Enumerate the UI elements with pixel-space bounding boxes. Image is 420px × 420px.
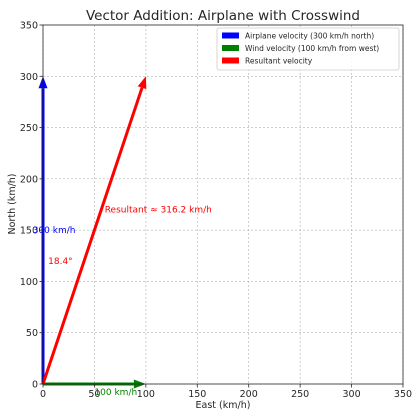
y-tick-label: 250 (20, 123, 38, 134)
legend-swatch (222, 32, 239, 39)
annotation-label: Resultant ≈ 316.2 km/h (105, 206, 212, 216)
legend: Airplane velocity (300 km/h north) Wind v… (216, 27, 400, 71)
annotation-label: 300 km/h (33, 226, 76, 236)
chart-title: Vector Addition: Airplane with Crosswind (86, 8, 360, 24)
plot-frame (42, 24, 404, 385)
x-tick-label: 250 (291, 389, 309, 400)
y-tick-label: 50 (26, 328, 38, 339)
axes: 0 50 100 150 200 250 300 350 0 50 100 150 200 250 300 3… (20, 21, 412, 401)
legend-swatch (222, 45, 239, 51)
legend-entry: Airplane velocity (300 km/h north) (245, 32, 374, 41)
resultant-velocity-vector (41, 76, 147, 385)
y-tick-label: 150 (20, 226, 38, 237)
y-axis-label: North (km/h) (7, 174, 18, 235)
x-tick-label: 300 (343, 389, 361, 400)
annotations: 300 km/h 100 km/h Resultant ≈ 316.2 km/h 18… (33, 206, 212, 399)
legend-entry: Wind velocity (100 km/h from west) (245, 44, 379, 53)
x-axis-label: East (km/h) (196, 400, 251, 411)
grid (42, 24, 404, 385)
vector-shaft (41, 87, 144, 385)
x-tick-label: 350 (394, 389, 412, 400)
y-tick-label: 0 (32, 380, 38, 391)
annotation-label: 18.4° (48, 257, 73, 267)
x-tick-label: 50 (88, 389, 100, 400)
vector-arrowhead (137, 76, 147, 90)
y-tick-label: 350 (20, 21, 38, 32)
y-tick-label: 100 (20, 277, 38, 288)
legend-entry: Resultant velocity (245, 57, 313, 66)
x-tick-label: 100 (137, 389, 155, 400)
x-tick-label: 0 (40, 389, 46, 400)
y-tick-label: 200 (20, 174, 38, 185)
legend-box (216, 27, 400, 71)
y-tick-label: 300 (20, 72, 38, 83)
x-tick-label: 150 (188, 389, 206, 400)
legend-swatch (222, 57, 239, 64)
annotation-label: 100 km/h (94, 388, 137, 398)
x-tick-label: 200 (240, 389, 258, 400)
